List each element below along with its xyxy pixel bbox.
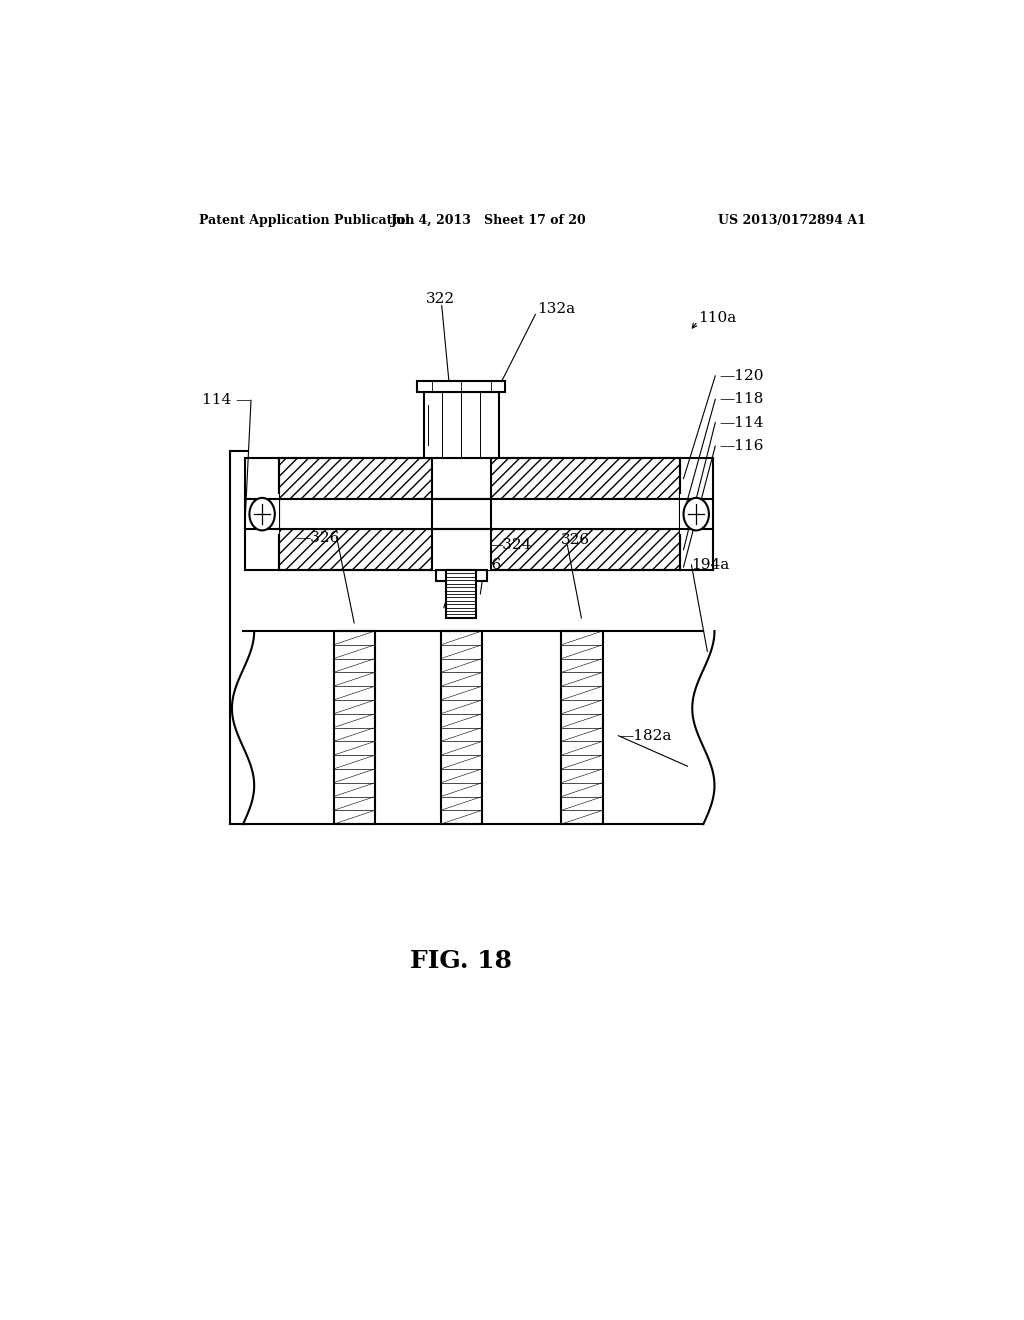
Bar [279,458,680,499]
Text: 322: 322 [426,292,455,306]
Text: —118: —118 [719,392,764,407]
Text: 110a: 110a [697,312,736,325]
Text: FIG. 18: FIG. 18 [411,949,512,973]
Circle shape [250,498,274,531]
Text: —120: —120 [719,368,764,383]
Text: —182a: —182a [618,729,672,743]
Text: 194a: 194a [691,558,730,572]
Bar [440,631,482,824]
Bar [446,570,476,618]
Bar [279,499,680,529]
Text: Patent Application Publication: Patent Application Publication [200,214,415,227]
Text: 132a: 132a [537,302,574,315]
Text: US 2013/0172894 A1: US 2013/0172894 A1 [718,214,866,227]
Text: 114 —: 114 — [202,393,251,408]
Circle shape [684,498,709,531]
Text: —326: —326 [458,558,502,572]
Text: 326: 326 [560,532,590,546]
Bar [431,458,492,570]
Bar [417,381,506,392]
Bar [680,494,713,535]
Bar [334,631,375,824]
Bar [279,529,680,570]
Bar [435,570,487,581]
Bar [279,458,680,570]
Bar [246,494,279,535]
Text: —114: —114 [719,416,764,430]
Bar [561,631,602,824]
Text: Jul. 4, 2013   Sheet 17 of 20: Jul. 4, 2013 Sheet 17 of 20 [391,214,587,227]
Text: —116: —116 [719,440,764,453]
Bar [424,392,499,458]
Text: —324: —324 [487,537,531,552]
Bar [243,631,703,824]
Text: —326: —326 [296,531,340,545]
